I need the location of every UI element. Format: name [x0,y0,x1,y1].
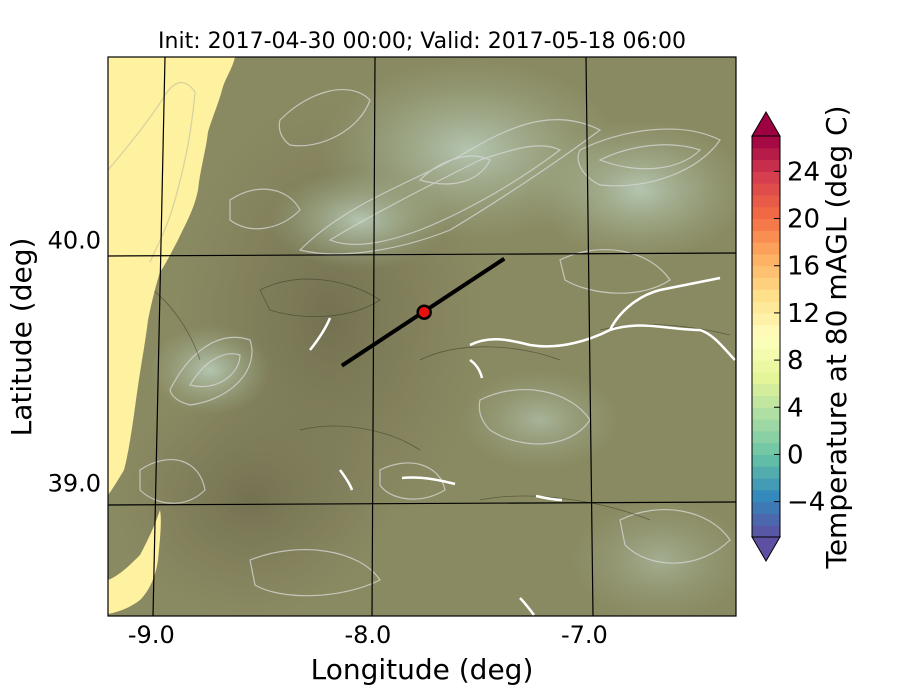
colorbar-tick-label: 8 [787,346,804,376]
colorbar-band [752,501,780,514]
colorbar-tick-label: 16 [787,252,820,282]
chart-title: Init: 2017-04-30 00:00; Valid: 2017-05-1… [158,29,686,54]
colorbar-band [752,301,780,314]
y-tick-label: 40.0 [48,226,101,254]
colorbar-tick-label: −4 [787,488,825,518]
colorbar-band [752,265,780,279]
site-point-marker[interactable] [416,304,432,320]
x-tick-label: -8.0 [344,621,391,649]
x-tick-label: -9.0 [128,621,175,649]
colorbar-tick-label: 4 [787,393,804,423]
colorbar-band [752,159,780,172]
colorbar-band [752,442,780,455]
colorbar-band [752,136,780,149]
y-tick-label: 39.0 [48,469,101,497]
colorbar: −4 0 4 8 12 16 20 24 Temperature at 80 mAGL (de… [751,105,853,570]
colorbar-tick-label: 24 [787,157,820,187]
ocean-area-south [108,510,161,614]
colorbar-band [752,454,780,467]
colorbar-label: Temperature at 80 mAGL (deg C) [820,105,853,569]
colorbar-tick-label: 12 [787,299,820,329]
rivers [309,276,736,616]
colorbar-band [752,395,780,408]
colorbar-band [752,466,780,479]
y-axis-ticks: 39.0 40.0 [48,226,101,497]
coastline [108,82,196,263]
map-frame [107,56,737,617]
colorbar-extend-top [751,111,781,137]
colorbar-band [752,336,780,349]
colorbar-band [752,242,780,255]
colorbar-ticks: −4 0 4 8 12 16 20 24 [774,157,825,518]
colorbar-band [752,430,780,444]
colorbar-band [752,194,780,208]
colorbar-band [752,525,780,538]
colorbar-frame [751,135,781,538]
colorbar-band [752,147,780,161]
map-panel [108,57,736,616]
colorbar-band [752,478,780,491]
colorbar-band [752,253,780,267]
elevation-contours [139,89,731,597]
colorbar-tick-label: 20 [787,205,820,235]
y-axis-label: Latitude (deg) [5,238,38,437]
colorbar-band [752,312,780,326]
dark-contours [139,278,731,521]
colorbar-band [752,206,780,220]
colorbar-band [752,360,780,373]
colorbar-band [752,489,780,503]
graticule [108,57,736,616]
colorbar-band [752,171,780,184]
colorbar-band [752,419,780,432]
colorbar-band [752,348,780,361]
x-axis-ticks: -9.0 -8.0 -7.0 [128,621,608,649]
x-axis-label: Longitude (deg) [311,653,534,686]
colorbar-band [752,183,780,196]
colorbar-band [752,218,780,231]
colorbar-band [752,289,780,302]
colorbar-band [752,383,780,396]
colorbar-band [752,371,780,385]
colorbar-extend-bottom [751,536,781,562]
colorbar-band [752,407,780,420]
colorbar-band [752,277,780,290]
colorbar-band [752,324,780,337]
colorbar-tick-label: 0 [787,440,804,470]
x-tick-label: -7.0 [561,621,608,649]
colorbar-band [752,230,780,243]
colorbar-bands [752,136,780,538]
colorbar-band [752,513,780,526]
ocean-area [108,57,235,495]
